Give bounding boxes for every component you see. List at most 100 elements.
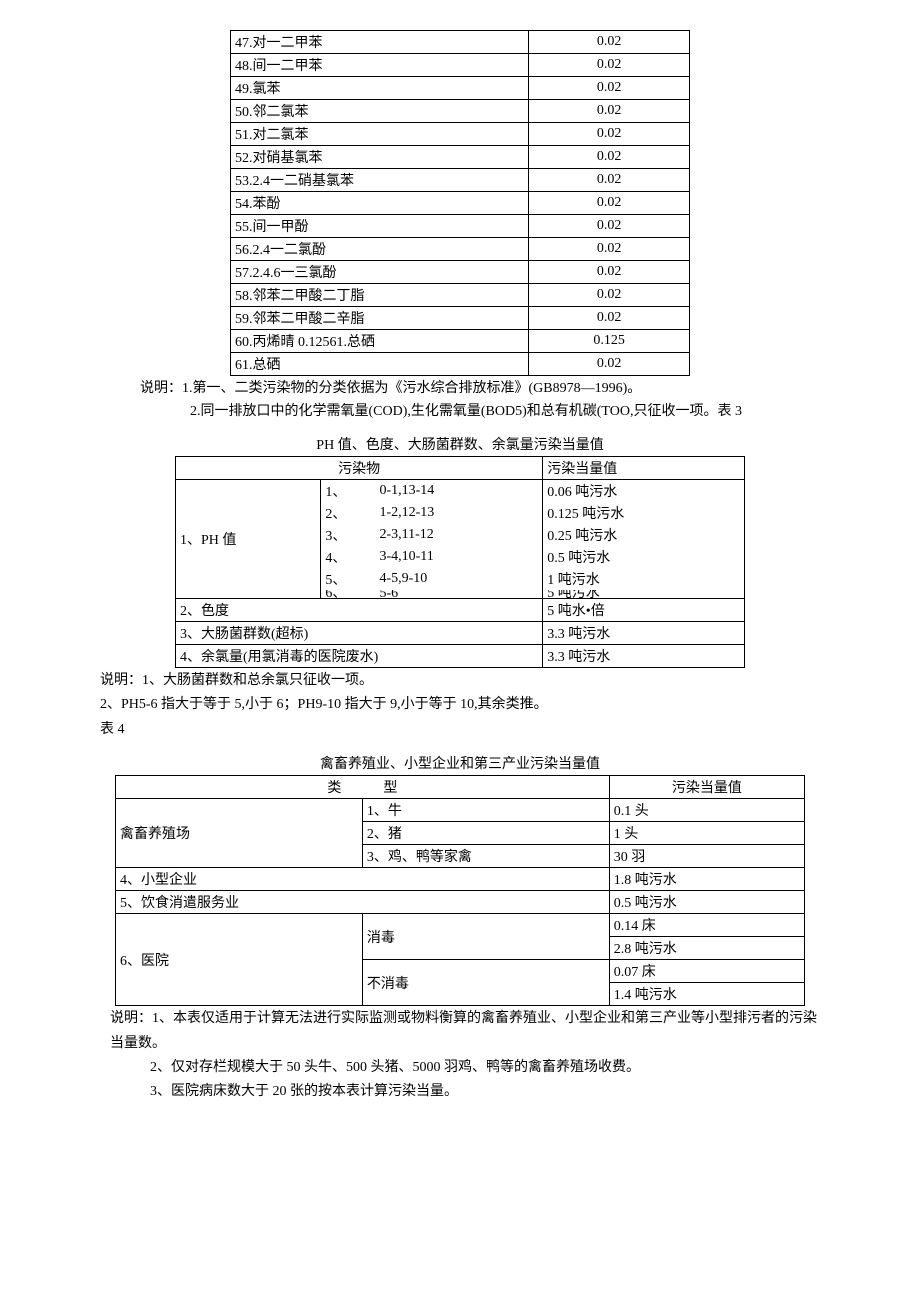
pollutant-table-1: 47.对一二甲苯0.0248.间一二甲苯0.0249.氯苯0.0250.邻二氯苯… [230, 30, 690, 376]
t3-row-coli: 3、大肠菌群数(超标) [176, 622, 543, 645]
t3-head-pollutant: 污染物 [176, 457, 543, 480]
farm-val: 0.1 头 [609, 799, 804, 822]
farm-label: 禽畜养殖场 [116, 799, 363, 868]
pollutant-name: 59.邻苯二甲酸二辛脂 [231, 307, 529, 330]
pollutant-name: 60.丙烯晴 0.12561.总硒 [231, 330, 529, 353]
farm-sub: 1、牛 [362, 799, 609, 822]
industry-table: 类 型 污染当量值 禽畜养殖场1、牛0.1 头2、猪1 头3、鸡、鸭等家禽30 … [115, 775, 805, 1006]
table-row: 50.邻二氯苯0.02 [231, 100, 690, 123]
table-row: 55.间一甲酚0.02 [231, 215, 690, 238]
pollutant-name: 52.对硝基氯苯 [231, 146, 529, 169]
note-4-line2: 2、仅对存栏规模大于 50 头牛、500 头猪、5000 羽鸡、鸭等的禽畜养殖场… [150, 1057, 820, 1079]
pollutant-value: 0.02 [529, 192, 690, 215]
ph-value: 0.06 吨污水 [543, 480, 745, 503]
table-row: 49.氯苯0.02 [231, 77, 690, 100]
table-row: 1、PH 值1、0-1,13-140.06 吨污水 [176, 480, 745, 503]
pollutant-value: 0.02 [529, 146, 690, 169]
t3-row-color-val: 5 吨水•倍 [543, 599, 745, 622]
pollutant-value: 0.02 [529, 77, 690, 100]
table-row: 48.间一二甲苯0.02 [231, 54, 690, 77]
ph-index: 3、 [321, 524, 376, 546]
pollutant-name: 48.间一二甲苯 [231, 54, 529, 77]
ph-index: 2、 [321, 502, 376, 524]
t4-row-food: 5、饮食消遣服务业 [116, 891, 610, 914]
hospital-label: 6、医院 [116, 914, 363, 1006]
ph-range: 2-3,11-12 [375, 524, 542, 546]
note-3-line3: 表 4 [100, 719, 820, 741]
pollutant-value: 0.02 [529, 169, 690, 192]
t3-row-coli-val: 3.3 吨污水 [543, 622, 745, 645]
note-3-line2: 2、PH5-6 指大于等于 5,小于 6；PH9-10 指大于 9,小于等于 1… [100, 694, 820, 716]
hospital-val: 0.07 床 [609, 960, 804, 983]
hospital-sub: 消毒 [362, 914, 609, 960]
farm-sub: 2、猪 [362, 822, 609, 845]
farm-val: 30 羽 [609, 845, 804, 868]
pollutant-value: 0.02 [529, 307, 690, 330]
pollutant-value: 0.02 [529, 261, 690, 284]
pollutant-value: 0.02 [529, 54, 690, 77]
ph-value: 0.5 吨污水 [543, 546, 745, 568]
ph-range: 0-1,13-14 [375, 480, 542, 503]
note-3-line1: 说明：1、大肠菌群数和总余氯只征收一项。 [100, 670, 820, 692]
table-row: 59.邻苯二甲酸二辛脂0.02 [231, 307, 690, 330]
ph-range: 1-2,12-13 [375, 502, 542, 524]
table-row: 54.苯酚0.02 [231, 192, 690, 215]
t4-row-small: 4、小型企业 [116, 868, 610, 891]
hospital-val: 0.14 床 [609, 914, 804, 937]
table-row: 52.对硝基氯苯0.02 [231, 146, 690, 169]
hospital-val: 1.4 吨污水 [609, 983, 804, 1006]
pollutant-name: 54.苯酚 [231, 192, 529, 215]
note-4-line1: 说明：1、本表仅适用于计算无法进行实际监测或物料衡算的禽畜养殖业、小型企业和第三… [110, 1008, 820, 1030]
pollutant-name: 47.对一二甲苯 [231, 31, 529, 54]
ph-label: 1、PH 值 [176, 480, 321, 599]
t4-row-small-val: 1.8 吨污水 [609, 868, 804, 891]
pollutant-name: 61.总硒 [231, 353, 529, 376]
pollutant-name: 58.邻苯二甲酸二丁脂 [231, 284, 529, 307]
ph-value: 0.25 吨污水 [543, 524, 745, 546]
ph-value: 1 吨污水 [543, 568, 745, 590]
pollutant-value: 0.02 [529, 31, 690, 54]
t3-row-cl-val: 3.3 吨污水 [543, 645, 745, 668]
table-row: 53.2.4一二硝基氯苯0.02 [231, 169, 690, 192]
table-row: 禽畜养殖场1、牛0.1 头 [116, 799, 805, 822]
pollutant-name: 57.2.4.6一三氯酚 [231, 261, 529, 284]
ph-table: 污染物 污染当量值 1、PH 值1、0-1,13-140.06 吨污水2、1-2… [175, 456, 745, 668]
pollutant-name: 53.2.4一二硝基氯苯 [231, 169, 529, 192]
ph-range: 4-5,9-10 [375, 568, 542, 590]
ph-index: 4、 [321, 546, 376, 568]
t3-row-color: 2、色度 [176, 599, 543, 622]
farm-val: 1 头 [609, 822, 804, 845]
ph-index: 1、 [321, 480, 376, 503]
table-row: 57.2.4.6一三氯酚0.02 [231, 261, 690, 284]
pollutant-name: 49.氯苯 [231, 77, 529, 100]
t4-row-food-val: 0.5 吨污水 [609, 891, 804, 914]
pollutant-value: 0.02 [529, 238, 690, 261]
note-4-line3: 3、医院病床数大于 20 张的按本表计算污染当量。 [150, 1081, 820, 1103]
pollutant-name: 56.2.4一二氯酚 [231, 238, 529, 261]
pollutant-name: 51.对二氯苯 [231, 123, 529, 146]
table-row: 58.邻苯二甲酸二丁脂0.02 [231, 284, 690, 307]
pollutant-value: 0.02 [529, 123, 690, 146]
table4-caption: 禽畜养殖业、小型企业和第三产业污染当量值 [100, 753, 820, 773]
hospital-sub: 不消毒 [362, 960, 609, 1006]
ph-value: 0.125 吨污水 [543, 502, 745, 524]
ph-index: 5、 [321, 568, 376, 590]
pollutant-value: 0.125 [529, 330, 690, 353]
table3-caption: PH 值、色度、大肠菌群数、余氯量污染当量值 [100, 434, 820, 454]
table-row: 61.总硒0.02 [231, 353, 690, 376]
note-1-line2: 2.同一排放口中的化学需氧量(COD),生化需氧量(BOD5)和总有机碳(TOO… [190, 401, 820, 422]
pollutant-value: 0.02 [529, 353, 690, 376]
table-row: 6、医院消毒0.14 床 [116, 914, 805, 937]
table-row: 51.对二氯苯0.02 [231, 123, 690, 146]
t4-head-type: 类 型 [116, 776, 610, 799]
hospital-val: 2.8 吨污水 [609, 937, 804, 960]
ph-range: 3-4,10-11 [375, 546, 542, 568]
pollutant-name: 50.邻二氯苯 [231, 100, 529, 123]
table-row: 47.对一二甲苯0.02 [231, 31, 690, 54]
farm-sub: 3、鸡、鸭等家禽 [362, 845, 609, 868]
table-row: 60.丙烯晴 0.12561.总硒0.125 [231, 330, 690, 353]
t3-row-cl: 4、余氯量(用氯消毒的医院废水) [176, 645, 543, 668]
note-1-line1: 说明：1.第一、二类污染物的分类依据为《污水综合排放标准》(GB8978—199… [140, 378, 820, 399]
pollutant-value: 0.02 [529, 284, 690, 307]
note-4-line1b: 当量数。 [110, 1033, 820, 1055]
